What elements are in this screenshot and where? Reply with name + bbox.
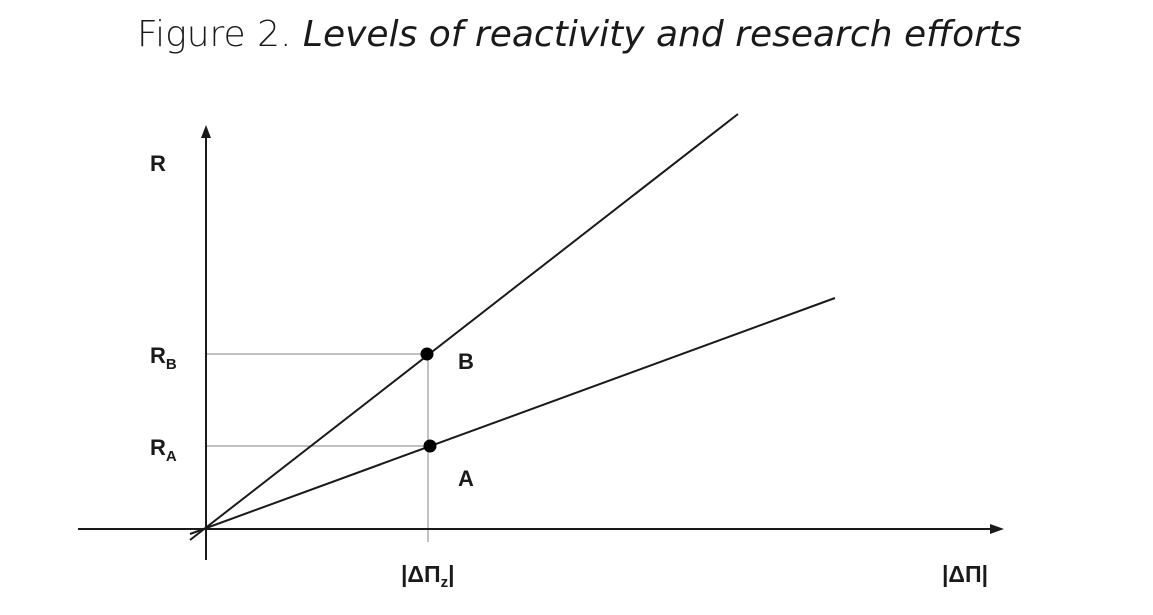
point-b (420, 347, 434, 361)
line-a (189, 297, 836, 535)
point-b-label: B (458, 349, 474, 374)
ra-label: RA (150, 435, 177, 465)
y-axis-arrowhead (201, 125, 211, 138)
point-a-label: A (458, 466, 474, 491)
rb-label: RB (150, 343, 177, 373)
x-axis-arrowhead (990, 524, 1004, 534)
figure-caption: Levels of reactivity and research effort… (302, 14, 1022, 55)
delta-pi-z-tick-label: |ΔΠz| (401, 561, 455, 591)
figure-title: Figure 2. Levels of reactivity and resea… (137, 14, 1022, 55)
line-b (189, 113, 739, 541)
point-a (423, 439, 437, 453)
y-axis-label: R (150, 151, 166, 176)
x-axis-label: |ΔΠ| (942, 561, 988, 587)
figure-number: Figure 2. (137, 14, 292, 55)
